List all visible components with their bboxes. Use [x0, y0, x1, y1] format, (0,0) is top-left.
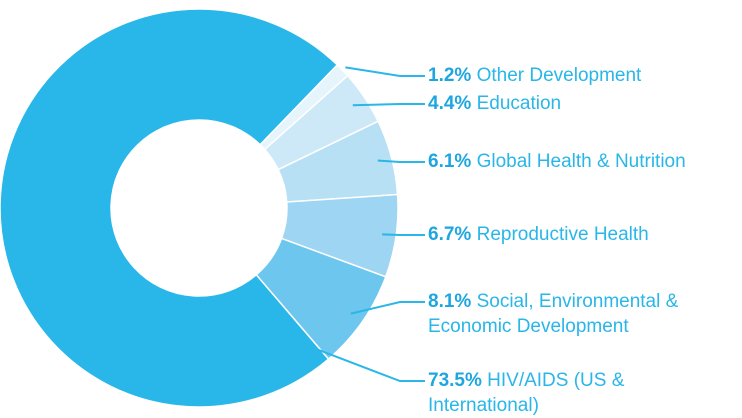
value-label: 73.5% — [428, 370, 482, 391]
legend-label: 6.1% Global Health & Nutrition — [428, 149, 738, 174]
category-label: Social, Environmental & Economic Develop… — [428, 291, 679, 337]
value-label: 6.7% — [428, 224, 472, 245]
category-label: Other Development — [476, 65, 642, 86]
value-label: 1.2% — [428, 65, 472, 86]
value-label: 8.1% — [428, 291, 472, 312]
legend-label: 1.2% Other Development — [428, 63, 728, 88]
legend-label: 6.7% Reproductive Health — [428, 222, 728, 247]
leader-line — [345, 66, 425, 77]
value-label: 4.4% — [428, 93, 472, 114]
leader-line — [382, 233, 425, 236]
legend-label: 73.5% HIV/AIDS (US & International) — [428, 368, 648, 418]
donut-slice — [0, 8, 339, 408]
chart-title: Work by Area — [157, 178, 241, 228]
category-label: HIV/AIDS (US & International) — [428, 370, 625, 416]
category-label: Education — [476, 93, 562, 114]
legend-label: 4.4% Education — [428, 91, 728, 116]
leader-line — [317, 348, 425, 382]
category-label: Global Health & Nutrition — [476, 151, 686, 172]
legend-label: 8.1% Social, Environmental & Economic De… — [428, 289, 708, 339]
category-label: Reproductive Health — [476, 224, 649, 245]
leader-line — [350, 301, 425, 315]
leader-line — [352, 103, 425, 107]
value-label: 6.1% — [428, 151, 472, 172]
leader-line — [377, 159, 425, 163]
